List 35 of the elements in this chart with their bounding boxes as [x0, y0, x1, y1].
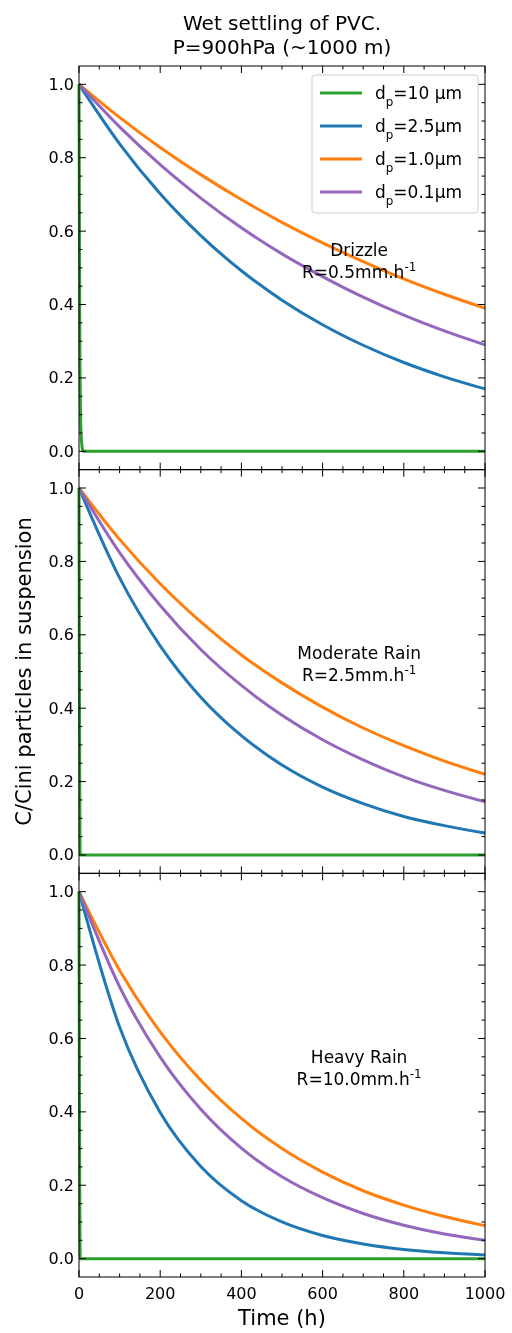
annotation: Moderate Rain	[297, 643, 421, 664]
y-tick-label: 1.0	[48, 74, 74, 94]
x-tick-label: 1000	[464, 1284, 506, 1303]
y-tick-label: 0.2	[48, 1175, 74, 1195]
y-tick-label: 0.0	[48, 845, 74, 865]
y-tick-label: 0.2	[48, 772, 74, 792]
annotation: R=10.0mm.h$^{-1}$	[296, 1067, 422, 1090]
x-tick-label: 600	[307, 1284, 338, 1303]
x-tick-label: 0	[73, 1284, 85, 1303]
y-tick-label: 0.2	[48, 368, 74, 388]
y-tick-label: 0.8	[48, 955, 74, 975]
legend-label: d$_{p}$=0.1μm	[375, 182, 463, 208]
annotation: Heavy Rain	[310, 1047, 408, 1068]
legend-label: d$_{p}$=10 μm	[375, 83, 463, 109]
x-axis-title: Time (h)	[237, 1306, 326, 1330]
annotation: R=2.5mm.h$^{-1}$	[302, 663, 417, 686]
y-tick-label: 0.6	[48, 625, 74, 645]
y-tick-label: 0.0	[48, 441, 74, 461]
y-tick-label: 0.8	[48, 551, 74, 571]
y-tick-label: 0.4	[48, 1102, 74, 1122]
legend-label: d$_{p}$=2.5μm	[375, 116, 463, 142]
y-tick-label: 0.8	[48, 148, 74, 168]
y-tick-label: 0.4	[48, 295, 74, 315]
x-tick-label: 800	[388, 1284, 420, 1303]
y-tick-label: 0.6	[48, 1028, 74, 1048]
y-tick-label: 1.0	[48, 882, 74, 902]
y-tick-label: 0.0	[48, 1249, 74, 1269]
legend-label: d$_{p}$=1.0μm	[375, 149, 463, 175]
x-tick-label: 200	[144, 1284, 176, 1303]
x-tick-label: 400	[226, 1284, 257, 1303]
y-tick-label: 1.0	[48, 478, 74, 498]
y-axis-title: C/Cini particles in suspension	[12, 517, 36, 826]
chart-title: Wet settling of PVC. P=900hPa (~1000 m)	[172, 11, 392, 59]
y-tick-label: 0.4	[48, 698, 74, 718]
y-tick-label: 0.6	[48, 221, 74, 241]
